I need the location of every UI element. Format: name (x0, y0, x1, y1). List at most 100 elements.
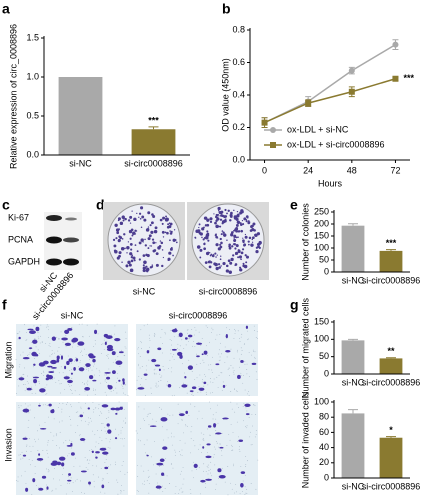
colony (123, 233, 126, 236)
pore (163, 369, 165, 371)
pore (230, 391, 232, 392)
pore (28, 354, 30, 356)
colony (226, 212, 228, 215)
pore (200, 432, 202, 434)
pore (81, 371, 83, 373)
pore (125, 331, 127, 333)
x-tick-label: si-NC (69, 158, 92, 168)
colony (242, 223, 245, 226)
pore (58, 347, 60, 348)
y-tick-label: 200 (314, 218, 329, 228)
colony (142, 264, 145, 267)
pore (94, 434, 96, 436)
pore (125, 384, 126, 386)
colony (241, 248, 245, 251)
pore (122, 461, 124, 462)
cell (178, 413, 185, 417)
band (46, 215, 62, 221)
pore (69, 385, 71, 387)
pore (117, 356, 119, 358)
pore (19, 364, 21, 366)
pore (79, 362, 81, 364)
pore (125, 338, 127, 339)
pore (182, 483, 184, 485)
pore (140, 428, 142, 430)
pore (93, 408, 95, 410)
legend-label: ox-LDL + si-NC (287, 124, 349, 134)
pore (207, 364, 209, 366)
pore (171, 344, 173, 346)
colony (252, 222, 256, 226)
colony (196, 245, 201, 249)
colony (126, 246, 130, 250)
colony (162, 216, 166, 220)
pore (210, 392, 212, 394)
colony (151, 231, 154, 234)
cell (160, 417, 168, 422)
colony (247, 240, 250, 243)
pore (104, 430, 106, 432)
pore (102, 343, 104, 345)
pore (97, 429, 98, 431)
colony (207, 251, 209, 253)
pore (88, 370, 89, 372)
pore (75, 457, 76, 459)
pore (26, 387, 28, 389)
colony (205, 235, 207, 237)
colony (258, 241, 262, 245)
cell (51, 409, 55, 413)
cell (60, 355, 63, 360)
pore (95, 441, 97, 443)
pore (137, 439, 139, 441)
pore (199, 374, 201, 376)
pore (40, 335, 41, 337)
pore (59, 403, 60, 404)
pore (224, 481, 226, 483)
pore (124, 473, 126, 475)
pore (49, 355, 51, 357)
pore (245, 492, 247, 494)
pore (44, 387, 46, 388)
pore (70, 424, 72, 426)
colony (242, 240, 245, 244)
pore (148, 359, 150, 361)
colony (167, 257, 171, 261)
pore (117, 493, 119, 495)
pore (196, 469, 197, 470)
pore (53, 435, 55, 437)
pore (198, 331, 200, 333)
pore (25, 407, 27, 409)
pore (22, 374, 24, 375)
colony (215, 219, 218, 223)
colony (211, 254, 215, 258)
pore (157, 482, 159, 484)
pore (60, 392, 61, 394)
bar (341, 225, 365, 272)
pore (217, 422, 219, 424)
pore (171, 436, 173, 438)
pore (221, 353, 222, 355)
pore (203, 463, 205, 465)
cell (218, 475, 226, 479)
pore (21, 451, 23, 453)
cell (115, 360, 123, 365)
pore (108, 410, 110, 412)
colony (237, 249, 241, 254)
pore (204, 374, 205, 375)
legend-label: ox-LDL + si-circ0008896 (287, 139, 384, 149)
pore (142, 483, 144, 485)
pore (154, 441, 156, 443)
pore (165, 333, 166, 335)
colony (209, 261, 213, 264)
colony (140, 238, 144, 242)
colony (143, 260, 147, 265)
pore (244, 389, 246, 391)
pore (160, 376, 162, 378)
colony (167, 223, 170, 226)
pore (210, 378, 211, 379)
pore (67, 402, 68, 404)
pore (118, 434, 120, 436)
colony (207, 239, 210, 242)
colony (147, 226, 150, 228)
pore (221, 450, 222, 452)
